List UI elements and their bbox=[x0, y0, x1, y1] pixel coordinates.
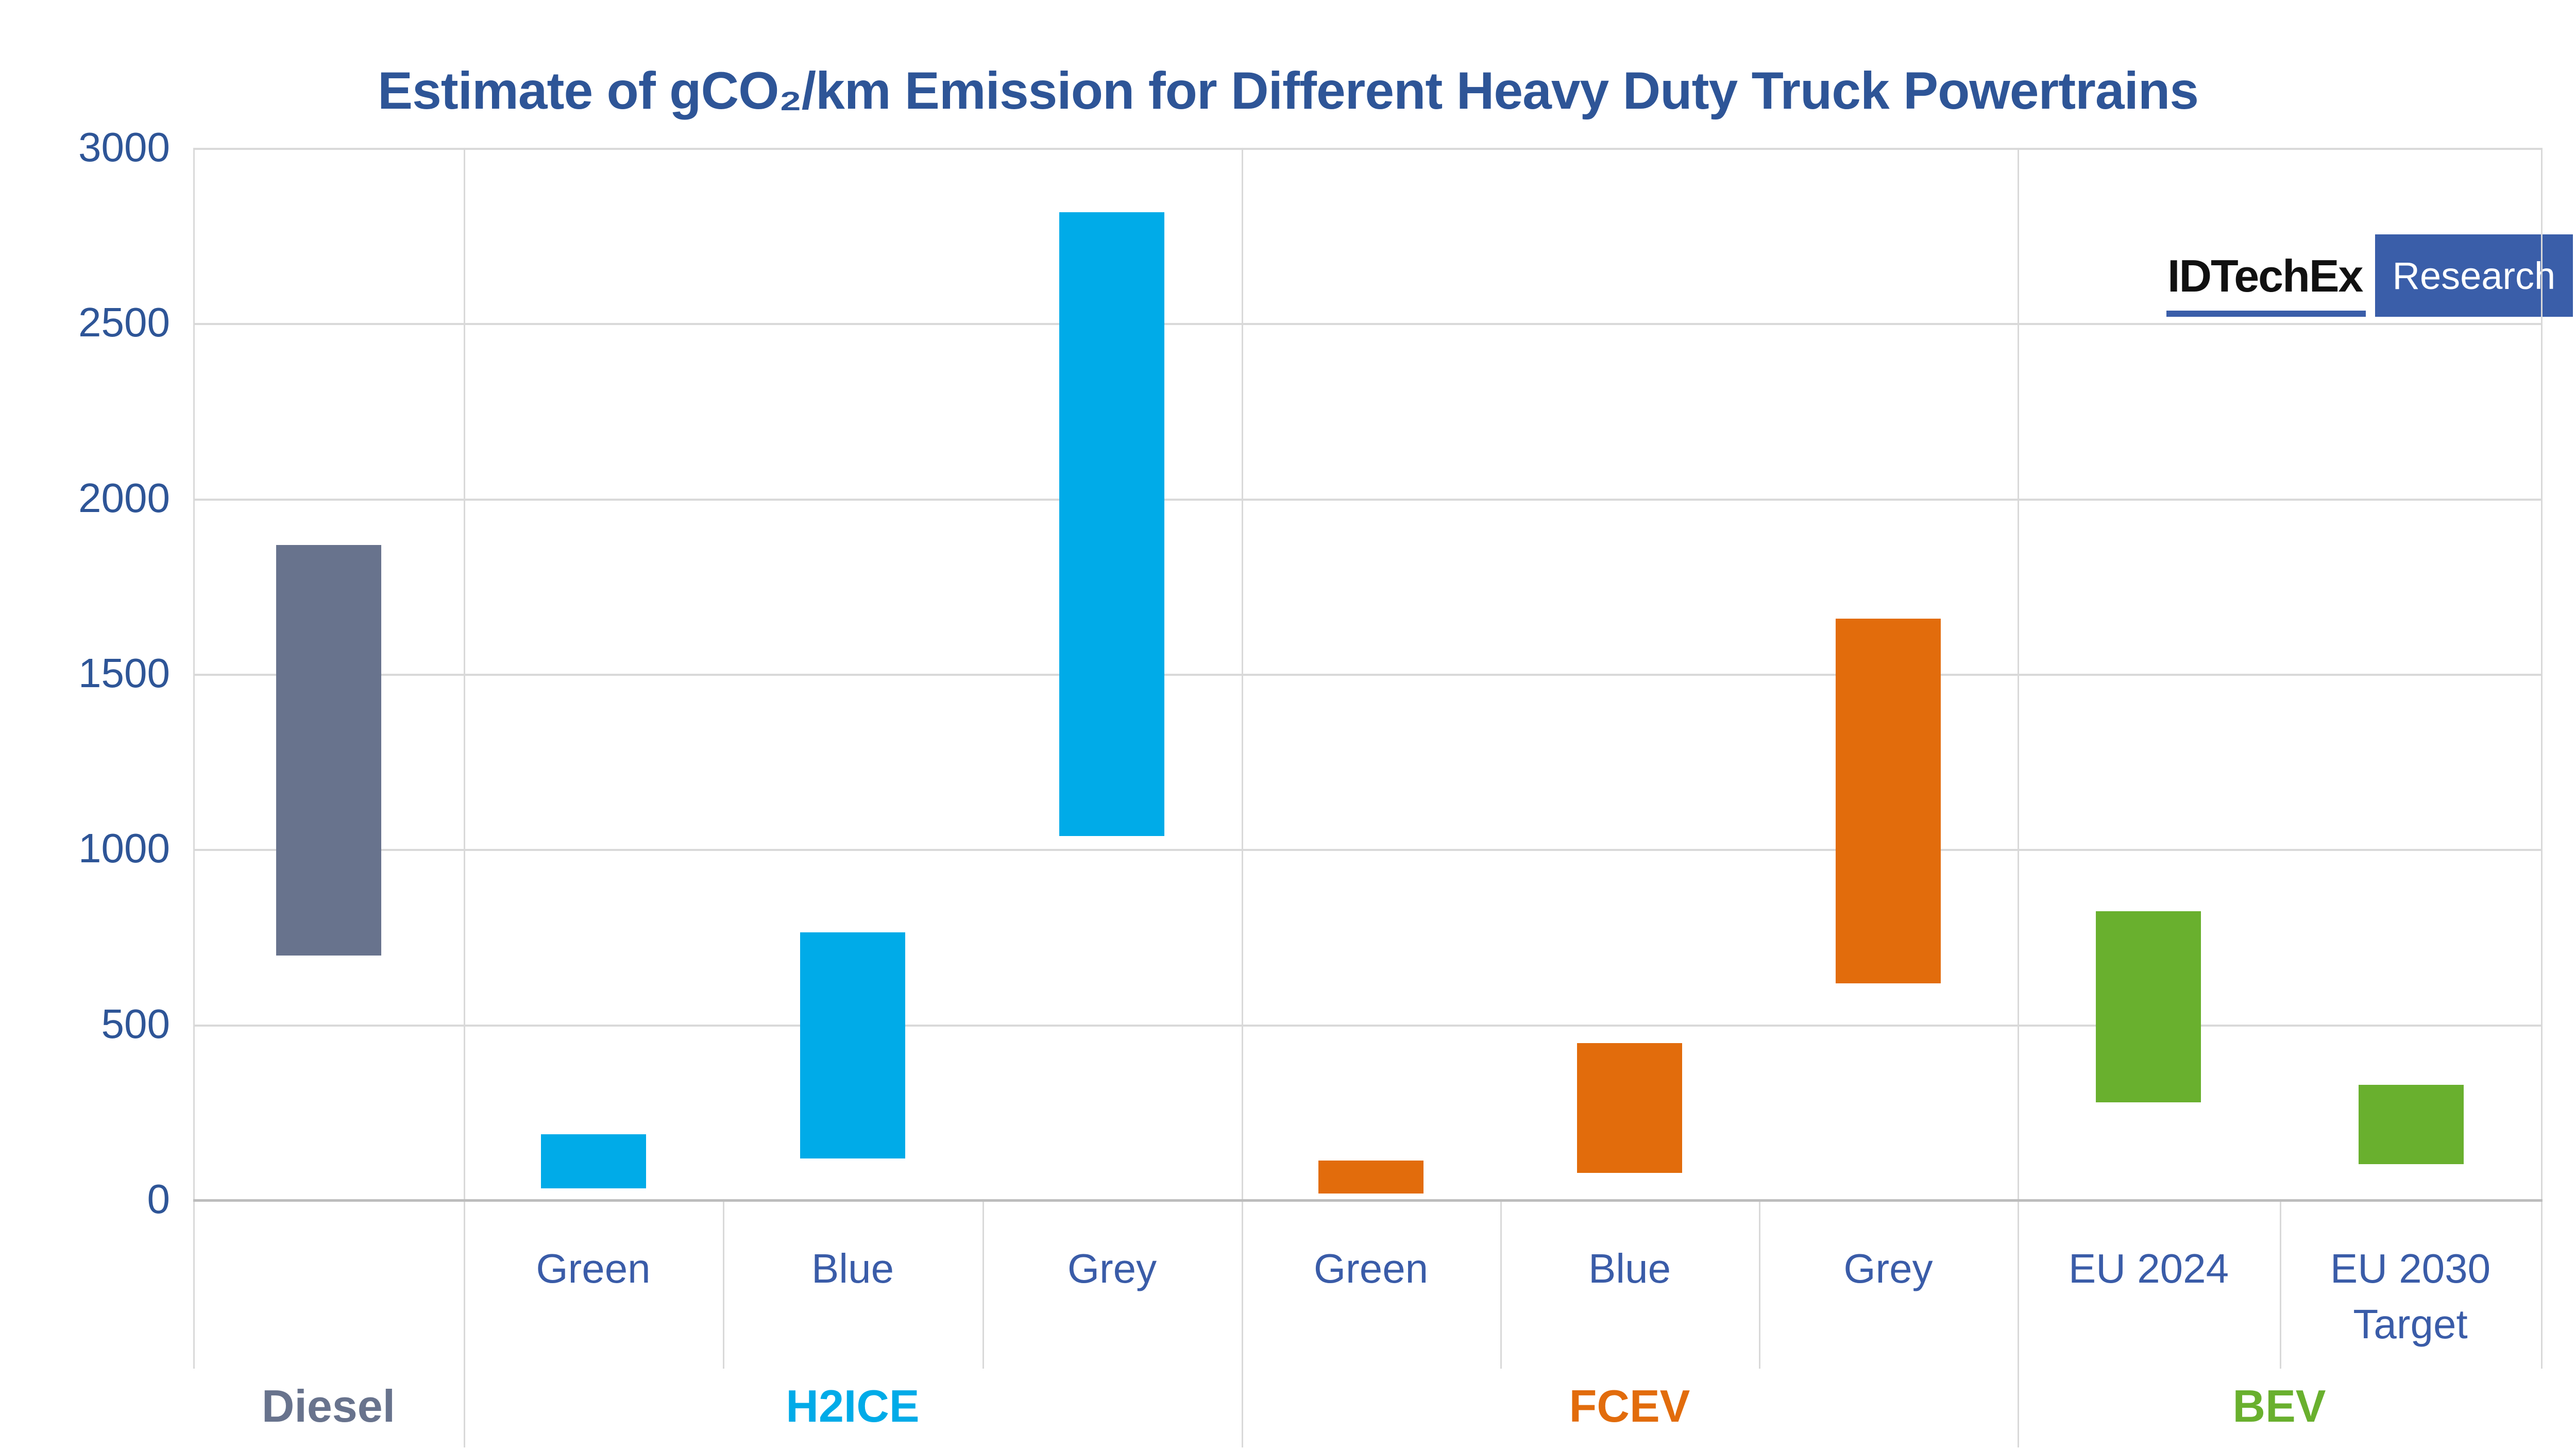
idtechex-wordmark: IDTechEx bbox=[2166, 247, 2366, 317]
idtechex-logo: IDTechEx Research bbox=[2166, 234, 2573, 317]
bar-h2ice-grey bbox=[1059, 212, 1164, 837]
group-label-diesel: Diesel bbox=[261, 1380, 396, 1431]
bar-diesel bbox=[276, 545, 381, 956]
group-divider-diesel-h2ice bbox=[464, 149, 465, 1447]
y-tick-3000: 3000 bbox=[78, 124, 170, 170]
plot-area bbox=[193, 148, 2543, 1201]
idtechex-research-badge: Research bbox=[2375, 234, 2573, 317]
y-tick-1500: 1500 bbox=[78, 650, 170, 696]
category-divider bbox=[723, 1201, 724, 1369]
y-tick-1000: 1000 bbox=[78, 825, 170, 872]
category-label-fcev-green: Green bbox=[1313, 1246, 1429, 1291]
gridline-3000 bbox=[193, 148, 2543, 150]
category-divider bbox=[982, 1201, 984, 1369]
group-label-bev: BEV bbox=[2232, 1380, 2326, 1431]
bar-fcev-green bbox=[1318, 1160, 1423, 1194]
x-axis-line bbox=[193, 1199, 2543, 1202]
gridline-1000 bbox=[193, 849, 2543, 851]
bar-h2ice-green bbox=[541, 1134, 646, 1189]
plot-left-border bbox=[193, 149, 195, 1369]
y-tick-2000: 2000 bbox=[78, 474, 170, 521]
group-divider-h2ice-fcev bbox=[1242, 149, 1243, 1447]
bar-bev-eu2024 bbox=[2096, 911, 2201, 1103]
group-label-fcev: FCEV bbox=[1569, 1380, 1690, 1431]
category-label-h2ice-blue: Blue bbox=[811, 1246, 894, 1291]
bar-fcev-grey bbox=[1836, 619, 1941, 983]
y-tick-500: 500 bbox=[101, 1000, 170, 1047]
category-label-fcev-grey: Grey bbox=[1843, 1246, 1933, 1291]
y-tick-0: 0 bbox=[147, 1175, 171, 1222]
bar-bev-eu2030 bbox=[2359, 1085, 2464, 1164]
category-label-fcev-blue: Blue bbox=[1588, 1246, 1671, 1291]
gridline-1500 bbox=[193, 674, 2543, 676]
category-divider bbox=[1759, 1201, 1760, 1369]
category-label-diesel-blank bbox=[193, 1201, 464, 1369]
category-label-bev-eu2030: EU 2030 Target bbox=[2330, 1246, 2491, 1347]
plot-right-border bbox=[2541, 149, 2543, 1369]
gridline-2000 bbox=[193, 498, 2543, 501]
category-divider bbox=[2280, 1201, 2281, 1369]
category-label-bev-eu2024: EU 2024 bbox=[2068, 1246, 2229, 1291]
y-tick-2500: 2500 bbox=[78, 299, 170, 346]
gridline-2500 bbox=[193, 323, 2543, 326]
bar-h2ice-blue bbox=[800, 932, 905, 1159]
gridline-500 bbox=[193, 1024, 2543, 1027]
bar-fcev-blue bbox=[1577, 1043, 1682, 1173]
chart-title: Estimate of gCO₂/km Emission for Differe… bbox=[378, 61, 2199, 120]
group-label-h2ice: H2ICE bbox=[786, 1380, 920, 1431]
category-divider bbox=[1500, 1201, 1502, 1369]
category-label-h2ice-grey: Grey bbox=[1067, 1246, 1157, 1291]
category-label-h2ice-green: Green bbox=[536, 1246, 651, 1291]
group-divider-fcev-bev bbox=[2018, 149, 2019, 1447]
